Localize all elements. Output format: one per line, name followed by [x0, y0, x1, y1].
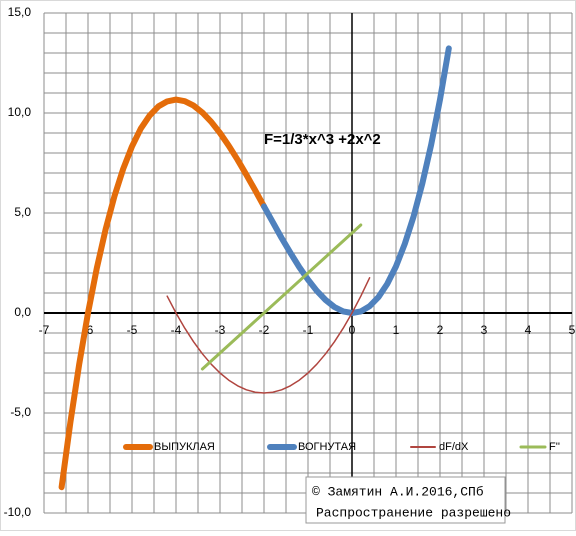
x-tick-label: -2: [259, 323, 270, 337]
x-tick-label: -4: [171, 323, 182, 337]
x-tick-label: 1: [393, 323, 400, 337]
annotation-box: [305, 476, 506, 524]
y-tick-label: 15,0: [8, 5, 32, 19]
annotation: Распространение разрешено: [316, 505, 511, 520]
x-tick-label: -5: [127, 323, 138, 337]
legend-label: ВОГНУТАЯ: [298, 441, 356, 453]
series-line: [261, 45, 452, 316]
y-tick-label: 0,0: [14, 305, 31, 319]
x-tick-label: 4: [525, 323, 532, 337]
x-tick-label: -1: [303, 323, 314, 337]
chart-title: F=1/3*x^3 +2x^2: [264, 131, 381, 148]
x-tick-label: -6: [83, 323, 94, 337]
y-tick-label: -10,0: [4, 505, 32, 519]
series-line: [200, 223, 363, 371]
x-tick-label: 3: [481, 323, 488, 337]
series-line: [166, 277, 371, 394]
annotation: © Замятин А.И.2016,СПб: [312, 484, 484, 499]
series-line: [58, 96, 267, 491]
y-tick-label: -5,0: [10, 405, 31, 419]
legend-label: dF/dX: [439, 441, 469, 453]
y-tick-label: 10,0: [8, 105, 32, 119]
plot: [58, 45, 452, 491]
x-tick-label: 2: [437, 323, 444, 337]
x-tick-label: 5: [569, 323, 576, 337]
y-tick-label: 5,0: [14, 205, 31, 219]
legend-label: F'': [549, 441, 560, 453]
x-tick-label: -3: [215, 323, 226, 337]
x-tick-label: -7: [39, 323, 50, 337]
legend-label: ВЫПУКЛАЯ: [154, 441, 215, 453]
